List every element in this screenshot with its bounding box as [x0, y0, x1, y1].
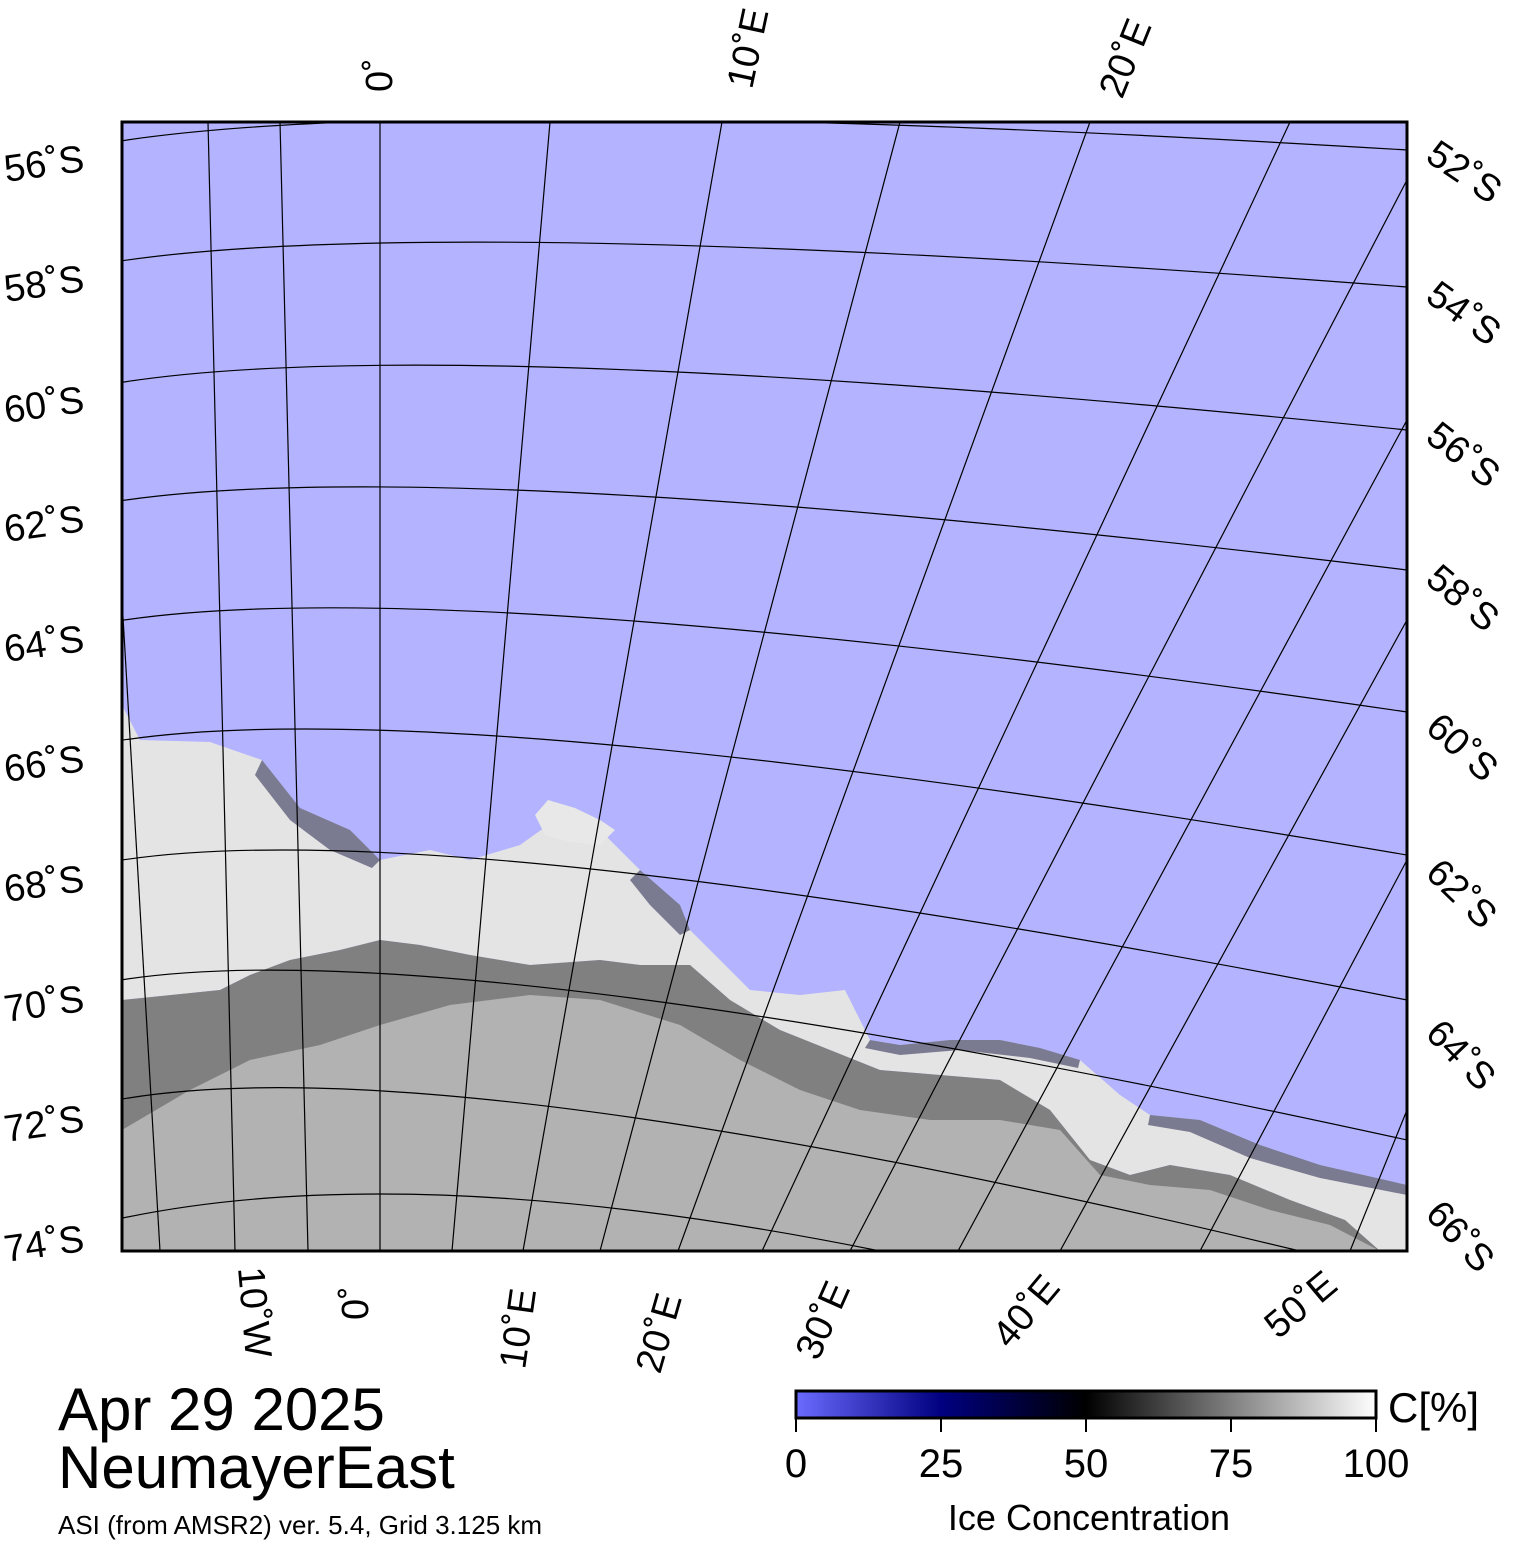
- left-lat-label: 70˚S: [1, 978, 86, 1031]
- right-lat-label: 62˚S: [1418, 851, 1505, 937]
- colorbar-title: Ice Concentration: [947, 1497, 1231, 1538]
- right-latitude-labels: 52˚S 54˚S 56˚S 58˚S 60˚S 62˚S 64˚S 66˚S: [1417, 133, 1509, 1281]
- data-source-note: ASI (from AMSR2) ver. 5.4, Grid 3.125 km: [58, 1510, 543, 1540]
- left-lat-label: 64˚S: [1, 618, 86, 671]
- top-longitude-labels: 0˚ 10˚E 20˚E: [359, 5, 1160, 104]
- bottom-lon-label: 50˚E: [1257, 1263, 1345, 1347]
- colorbar-unit: C[%]: [1388, 1384, 1480, 1431]
- left-lat-label: 58˚S: [1, 258, 86, 311]
- sea-ice-floe: [535, 800, 615, 845]
- region-name: NeumayerEast: [58, 1434, 455, 1501]
- top-lon-label: 20˚E: [1091, 13, 1160, 103]
- colorbar-tick-label: 50: [1063, 1442, 1109, 1486]
- left-lat-label: 62˚S: [1, 498, 86, 551]
- bottom-lon-label: 0˚: [335, 1286, 377, 1320]
- colorbar-tick-label: 25: [918, 1442, 964, 1486]
- colorbar-tick-label: 0: [784, 1442, 808, 1486]
- top-lon-label: 0˚: [359, 58, 401, 92]
- colorbar-tick-label: 75: [1208, 1442, 1254, 1486]
- ice-concentration-colorbar: [794, 1389, 1378, 1420]
- sea-ice-belt: [122, 705, 1407, 1251]
- left-lat-label: 56˚S: [1, 138, 86, 191]
- antarctic-land: [122, 995, 1380, 1251]
- right-lat-label: 54˚S: [1419, 273, 1509, 354]
- bottom-lon-label: 40˚E: [985, 1267, 1069, 1355]
- left-lat-label: 74˚S: [1, 1218, 86, 1271]
- top-lon-label: 10˚E: [720, 5, 778, 92]
- bottom-lon-label: 20˚E: [628, 1289, 691, 1378]
- left-lat-label: 68˚S: [1, 858, 86, 911]
- left-lat-label: 66˚S: [1, 738, 86, 791]
- right-lat-label: 56˚S: [1418, 414, 1507, 497]
- graticule-lines: [122, 122, 1407, 1251]
- right-lat-label: 66˚S: [1417, 1193, 1502, 1281]
- left-lat-label: 72˚S: [1, 1098, 86, 1151]
- colorbar-ticks: [795, 1418, 1377, 1432]
- map-date: Apr 29 2025: [58, 1376, 385, 1443]
- right-lat-label: 52˚S: [1419, 133, 1509, 213]
- right-lat-label: 64˚S: [1418, 1012, 1504, 1099]
- colorbar-tick-label: 100: [1342, 1442, 1410, 1486]
- bottom-longitude-labels: 10˚W 0˚ 10˚E 20˚E 30˚E 40˚E 50˚E: [229, 1263, 1345, 1377]
- right-lat-label: 58˚S: [1418, 557, 1506, 641]
- bottom-lon-label: 10˚E: [492, 1286, 545, 1371]
- left-lat-label: 60˚S: [1, 379, 86, 432]
- bottom-lon-label: 30˚E: [788, 1275, 859, 1365]
- left-latitude-labels: 56˚S 58˚S 60˚S 62˚S 64˚S 66˚S 68˚S 70˚S …: [1, 138, 86, 1271]
- right-lat-label: 60˚S: [1418, 705, 1506, 790]
- bottom-lon-label: 10˚W: [229, 1265, 279, 1359]
- map-frame: [120, 120, 1409, 1253]
